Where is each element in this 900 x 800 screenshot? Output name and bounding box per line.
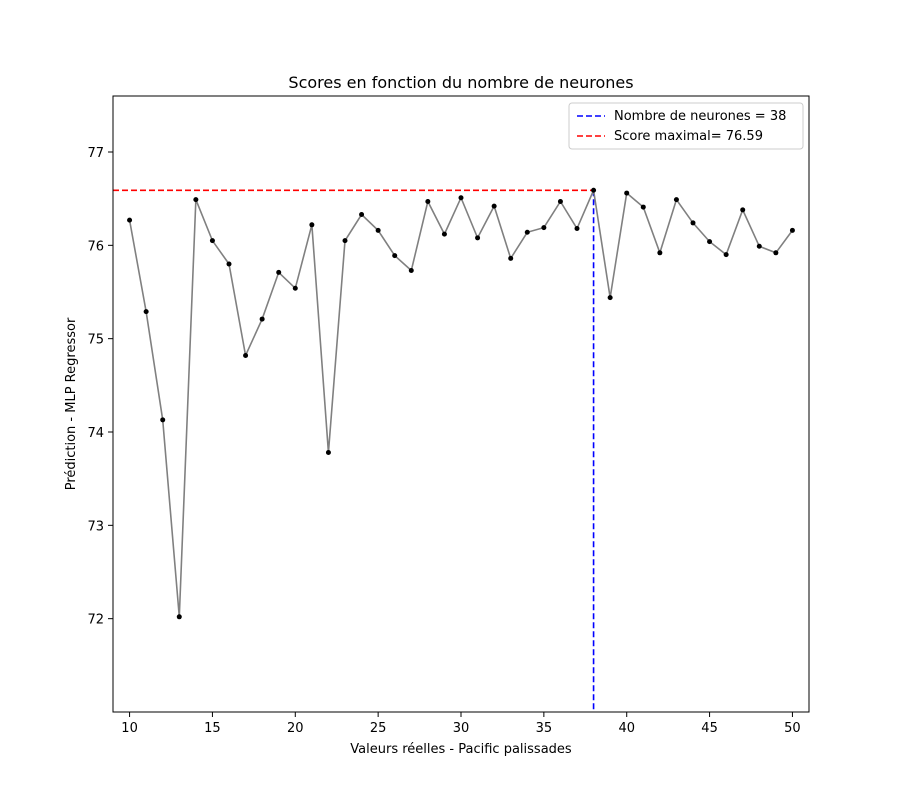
- data-point: [408, 268, 414, 274]
- data-point: [276, 269, 282, 275]
- data-point: [292, 285, 298, 291]
- data-point: [458, 195, 464, 201]
- data-point: [740, 207, 746, 213]
- legend-box: [568, 102, 804, 150]
- y-tick-label: 75: [87, 333, 104, 348]
- data-point: [441, 231, 447, 237]
- data-point: [143, 309, 149, 315]
- data-point: [193, 197, 199, 203]
- x-tick-label: 15: [204, 721, 221, 736]
- data-point: [259, 316, 265, 322]
- data-point: [491, 203, 497, 209]
- data-point: [226, 261, 232, 267]
- data-point: [756, 243, 762, 249]
- data-point: [375, 227, 381, 233]
- x-tick-label: 40: [618, 721, 635, 736]
- x-tick-label: 30: [453, 721, 470, 736]
- data-point: [359, 212, 365, 218]
- data-point: [673, 197, 679, 203]
- data-point: [723, 252, 729, 258]
- data-point: [524, 229, 530, 235]
- data-point: [574, 226, 580, 232]
- y-tick-label: 72: [87, 613, 104, 628]
- y-axis: 72 73 74 75 76 77: [87, 146, 113, 628]
- data-point: [209, 238, 215, 244]
- x-tick-label: 25: [370, 721, 387, 736]
- legend: Nombre de neurones = 38 Score maximal= 7…: [568, 102, 804, 150]
- x-tick-label: 35: [536, 721, 553, 736]
- data-point: [607, 295, 613, 301]
- data-point: [789, 227, 795, 233]
- data-point: [707, 239, 713, 245]
- data-point: [475, 235, 481, 241]
- y-axis-label: Prédiction - MLP Regressor: [64, 317, 79, 490]
- data-point: [657, 250, 663, 256]
- x-tick-label: 10: [121, 721, 138, 736]
- y-tick-label: 77: [87, 146, 104, 161]
- x-axis-label: Valeurs réelles - Pacific palissades: [350, 742, 572, 757]
- data-point: [309, 222, 315, 228]
- data-point: [557, 198, 563, 204]
- plot-area: [113, 187, 795, 712]
- data-point: [624, 190, 630, 196]
- legend-entry-vertical: Nombre de neurones = 38: [614, 109, 786, 124]
- data-point: [176, 614, 182, 620]
- data-point: [425, 198, 431, 204]
- data-point: [342, 238, 348, 244]
- data-point: [640, 204, 646, 210]
- chart-title: Scores en fonction du nombre de neurones: [288, 73, 633, 92]
- x-tick-label: 50: [784, 721, 801, 736]
- x-tick-label: 45: [701, 721, 718, 736]
- data-point: [392, 253, 398, 259]
- data-point: [591, 187, 597, 193]
- legend-entry-horizontal: Score maximal= 76.59: [614, 129, 763, 144]
- data-point: [127, 217, 133, 223]
- data-point: [160, 417, 166, 423]
- data-point: [690, 220, 696, 226]
- y-tick-label: 73: [87, 519, 104, 534]
- data-point: [773, 250, 779, 256]
- data-point: [541, 225, 547, 231]
- data-point: [508, 255, 514, 261]
- y-tick-label: 74: [87, 426, 104, 441]
- data-point: [243, 352, 249, 358]
- x-axis: 10 15 20 25 30 35 40 45 50: [121, 712, 801, 736]
- data-point: [325, 450, 331, 456]
- y-tick-label: 76: [87, 239, 104, 254]
- x-tick-label: 20: [287, 721, 304, 736]
